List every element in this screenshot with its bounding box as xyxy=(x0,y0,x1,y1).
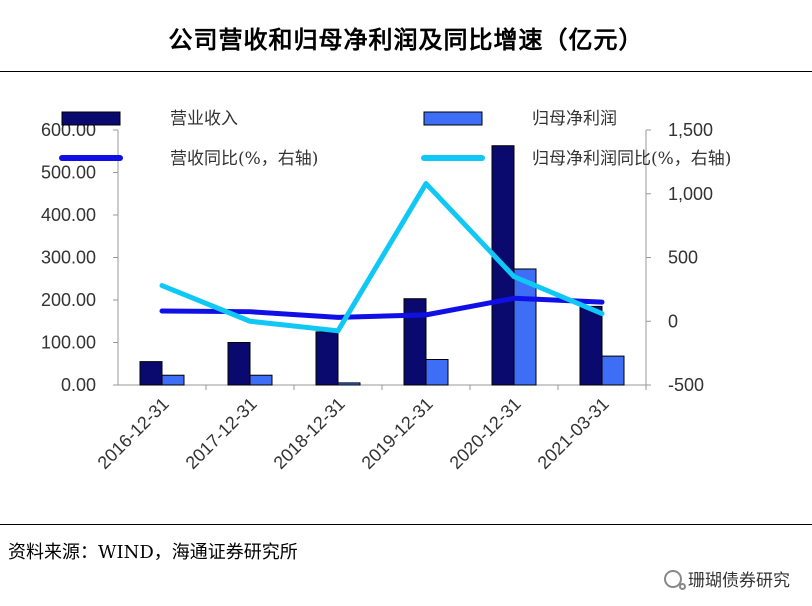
wechat-icon xyxy=(664,569,686,590)
bar-net-profit xyxy=(425,359,449,386)
chart-svg: 0.00100.00200.00300.00400.00500.00600.00… xyxy=(41,109,731,473)
y-left-tick-label: 300.00 xyxy=(41,248,96,268)
y-left-tick-label: 200.00 xyxy=(41,290,96,310)
y-left-tick-label: 0.00 xyxy=(61,375,96,395)
legend-label-3: 归母净利润同比(%，右轴) xyxy=(532,149,731,169)
y-right-tick-label: -500 xyxy=(668,375,704,395)
legend-label-1: 归母净利润 xyxy=(532,109,617,129)
legend-label-2: 营收同比(%，右轴) xyxy=(170,149,318,169)
chart-area: 0.00 100.00 200.00 300.00 400.00 500.00 600.00… xyxy=(0,72,812,524)
y-right-tick-label: 0 xyxy=(668,311,678,331)
legend-swatch-0 xyxy=(61,111,121,126)
x-tick-label: 2020-12-31 xyxy=(446,394,525,473)
line-revenue-yoy xyxy=(159,295,605,320)
x-tick-label: 2018-12-31 xyxy=(270,394,349,473)
legend-label-0: 营业收入 xyxy=(170,109,238,129)
y-left-tick-label: 400.00 xyxy=(41,205,96,225)
bar-revenue xyxy=(579,305,603,386)
source-note: 资料来源：WIND，海通证券研究所 xyxy=(8,542,298,563)
y-right-tick-label: 1,000 xyxy=(668,184,713,204)
x-tick-label: 2016-12-31 xyxy=(94,394,173,473)
watermark: 珊瑚债券研究 xyxy=(664,566,790,591)
bar-net-profit xyxy=(337,382,361,386)
bar-net-profit xyxy=(601,355,625,386)
bar-net-profit xyxy=(249,374,273,386)
bar-revenue xyxy=(139,361,163,386)
x-tick-label: 2019-12-31 xyxy=(358,394,437,473)
y-right-tick-label: 1,500 xyxy=(668,120,713,140)
bar-net-profit xyxy=(161,374,185,386)
title-bar: 公司营收和归母净利润及同比增速（亿元） xyxy=(0,0,812,72)
bottom-rule xyxy=(0,524,812,525)
y-right-tick-label: 500 xyxy=(668,248,698,268)
bar-revenue xyxy=(315,331,339,386)
watermark-text: 珊瑚债券研究 xyxy=(688,571,790,591)
legend-swatch-1 xyxy=(423,111,483,126)
x-tick-label: 2017-12-31 xyxy=(182,394,261,473)
top-rule xyxy=(0,71,812,72)
bar-revenue xyxy=(227,342,251,386)
bar-revenue xyxy=(403,298,427,386)
x-tick-label: 2021-03-31 xyxy=(534,394,613,473)
y-left-tick-label: 100.00 xyxy=(41,333,96,353)
y-left-tick-label: 500.00 xyxy=(41,163,96,183)
line-profit-yoy xyxy=(159,181,605,334)
page-title: 公司营收和归母净利润及同比增速（亿元） xyxy=(168,25,644,54)
